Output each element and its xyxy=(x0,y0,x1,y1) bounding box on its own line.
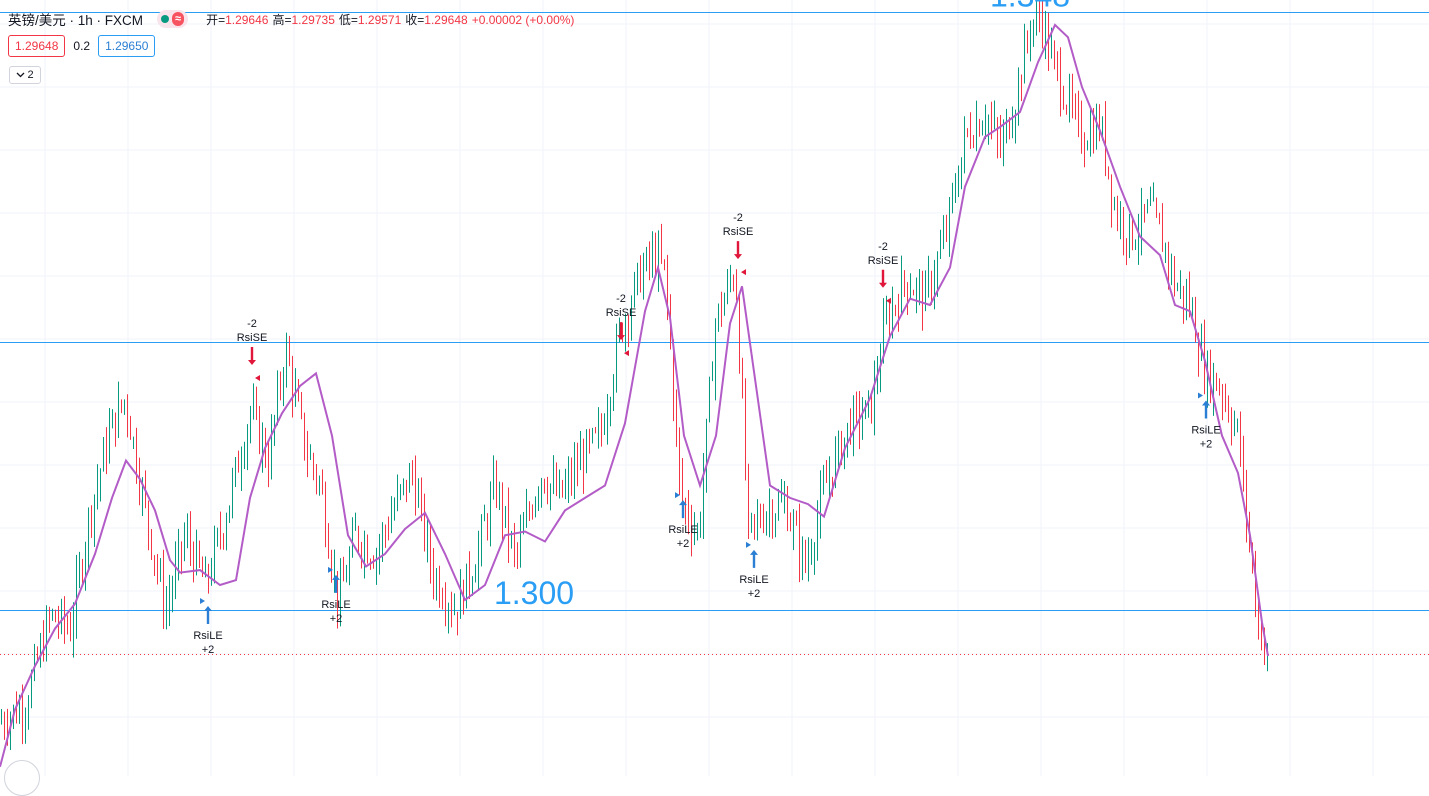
wave-icon: ≈ xyxy=(172,12,185,26)
buy-arrow-icon xyxy=(1202,400,1210,419)
ohlc-value: 1.29735 xyxy=(291,12,335,27)
status-badge[interactable]: ≈ xyxy=(157,10,189,28)
signal-name: RsiLE xyxy=(668,524,697,536)
entry-flag-icon xyxy=(1198,392,1203,399)
ohlc-values: 开=1.29646 高=1.29735 低=1.29571 收=1.29648 +0.0… xyxy=(202,11,574,28)
ohlc-key: 收= xyxy=(405,12,425,27)
buy-arrow-icon xyxy=(679,500,687,519)
signal-qty: +2 xyxy=(330,613,343,625)
signal-qty: +2 xyxy=(202,644,215,656)
ohlc-value: 1.29571 xyxy=(357,12,402,27)
moving-average-line xyxy=(0,23,1269,768)
chart-legend: 英镑/美元 · 1h · FXCM ≈ 开=1.29646 高=1.29735 低=… xyxy=(8,8,574,30)
signal-qty: +2 xyxy=(1200,439,1213,451)
sell-arrow-icon xyxy=(248,346,256,365)
bid-price[interactable]: 1.29648 xyxy=(8,35,66,57)
sell-arrow-icon xyxy=(617,322,625,341)
signal-qty: -2 xyxy=(733,212,743,224)
ohlc-key: 高= xyxy=(272,12,292,27)
bid-ask-bar: 1.29648 0.2 1.29650 xyxy=(8,35,156,57)
scroll-to-realtime-icon[interactable] xyxy=(4,760,40,796)
ohlc-key: 开= xyxy=(206,12,226,27)
price-chart[interactable]: RsiLE +2 RsiLE +2 RsiLE +2 RsiLE +2 RsiLE +2 -2 Rsi… xyxy=(0,0,1429,776)
exit-flag-icon xyxy=(624,350,629,357)
signal-name: RsiSE xyxy=(606,307,637,319)
entry-flag-icon xyxy=(328,566,333,573)
ask-price[interactable]: 1.29650 xyxy=(98,35,156,57)
strategy-signals: RsiLE +2 RsiLE +2 RsiLE +2 RsiLE +2 RsiLE +2 -2 Rsi… xyxy=(193,212,1220,656)
exit-flag-icon xyxy=(255,374,260,381)
signal-name: RsiLE xyxy=(193,630,222,642)
buy-arrow-icon xyxy=(750,549,758,568)
entry-flag-icon xyxy=(675,492,680,499)
signal-name: RsiLE xyxy=(1191,425,1220,437)
ohlc-value: +0.00002 (+0.00%) xyxy=(471,12,575,27)
exit-flag-icon xyxy=(741,269,746,276)
price-level-labels: 1.348 1.300 xyxy=(494,0,1070,611)
signal-qty: -2 xyxy=(247,318,257,330)
exit-flag-icon xyxy=(886,297,891,304)
signal-name: RsiSE xyxy=(723,226,754,238)
signal-qty: -2 xyxy=(878,241,888,253)
ohlc-value: 1.29646 xyxy=(225,12,269,27)
price-level-label: 1.348 xyxy=(990,0,1070,13)
signal-qty: +2 xyxy=(748,588,761,600)
ohlc-value: 1.29648 xyxy=(424,12,468,27)
signal-name: RsiSE xyxy=(868,255,899,267)
spread-value: 0.2 xyxy=(73,39,91,53)
indicator-count: 2 xyxy=(27,69,34,81)
buy-arrow-icon xyxy=(332,574,340,593)
entry-flag-icon xyxy=(746,541,751,548)
chart-grid xyxy=(0,0,1429,776)
ohlc-key: 低= xyxy=(338,12,358,27)
buy-arrow-icon xyxy=(204,605,212,624)
signal-name: RsiLE xyxy=(739,574,768,586)
signal-qty: +2 xyxy=(677,538,690,550)
market-open-dot-icon xyxy=(161,15,170,23)
collapse-indicators-button[interactable]: 2 xyxy=(9,66,41,84)
signal-name: RsiSE xyxy=(237,332,268,344)
candlesticks xyxy=(1,0,1268,750)
chevron-down-icon xyxy=(16,72,25,78)
symbol-title[interactable]: 英镑/美元 · 1h · FXCM xyxy=(8,13,144,28)
price-level-label: 1.300 xyxy=(494,575,574,611)
entry-flag-icon xyxy=(200,597,205,604)
horizontal-lines[interactable] xyxy=(0,12,1429,655)
sell-arrow-icon xyxy=(734,241,742,260)
signal-name: RsiLE xyxy=(321,599,350,611)
sell-arrow-icon xyxy=(879,269,887,288)
signal-qty: -2 xyxy=(616,293,626,305)
